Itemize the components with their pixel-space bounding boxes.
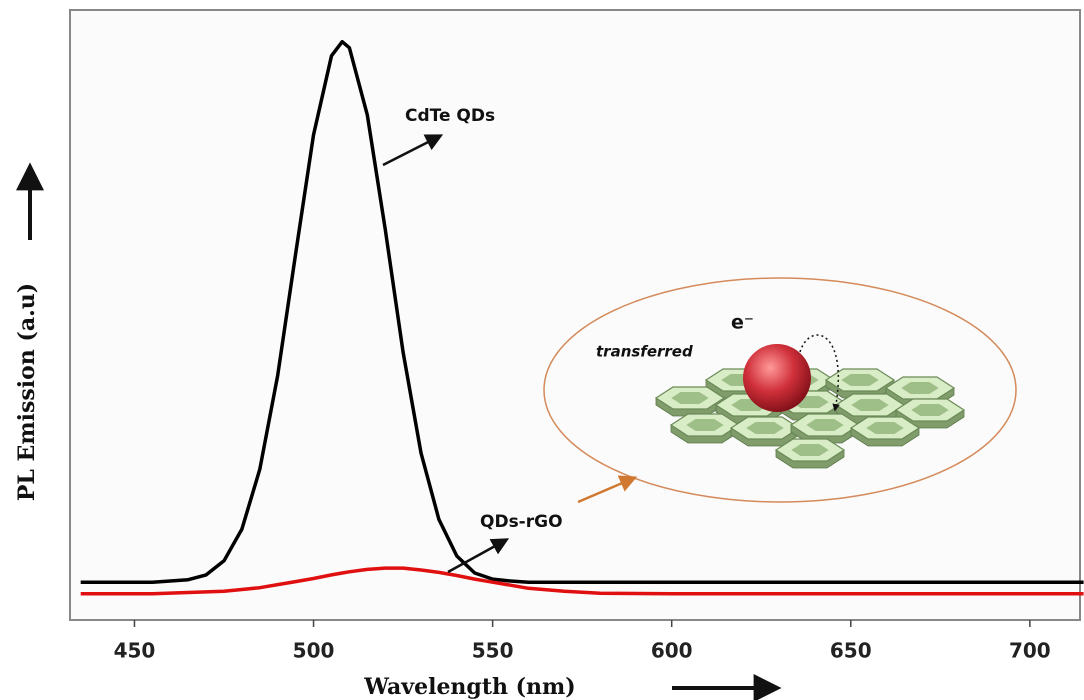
- x-tick-label: 450: [114, 639, 156, 663]
- quantum-dot: [743, 344, 811, 412]
- chart: e⁻ transferred CdTe QDs QDs-rGO PL Emiss…: [0, 0, 1084, 700]
- plot-frame: [70, 10, 1080, 620]
- annotation: CdTe QDs: [405, 106, 495, 126]
- x-tick-label: 600: [651, 639, 693, 663]
- annotation: QDs-rGO: [480, 512, 563, 532]
- transferred-label: transferred: [596, 343, 693, 361]
- y-axis-label: PL Emission (a.u): [14, 283, 40, 501]
- x-tick-label: 650: [830, 639, 872, 663]
- x-axis-label: Wavelength (nm): [363, 674, 575, 700]
- electron-label: e⁻: [731, 312, 754, 334]
- x-tick-label: 500: [293, 639, 335, 663]
- x-tick-label: 550: [472, 639, 514, 663]
- x-tick-label: 700: [1009, 639, 1051, 663]
